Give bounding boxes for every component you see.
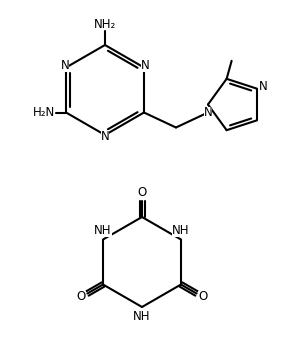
Text: NH: NH xyxy=(172,224,190,237)
Text: NH₂: NH₂ xyxy=(94,17,116,30)
Text: N: N xyxy=(204,106,212,119)
Text: O: O xyxy=(198,290,207,303)
Text: NH: NH xyxy=(94,224,112,237)
Text: H₂N: H₂N xyxy=(33,106,55,119)
Text: N: N xyxy=(101,130,109,143)
Text: N: N xyxy=(61,59,69,72)
Text: NH: NH xyxy=(133,310,151,323)
Text: N: N xyxy=(140,59,149,72)
Text: N: N xyxy=(259,80,268,93)
Text: O: O xyxy=(137,185,147,198)
Text: O: O xyxy=(77,290,86,303)
